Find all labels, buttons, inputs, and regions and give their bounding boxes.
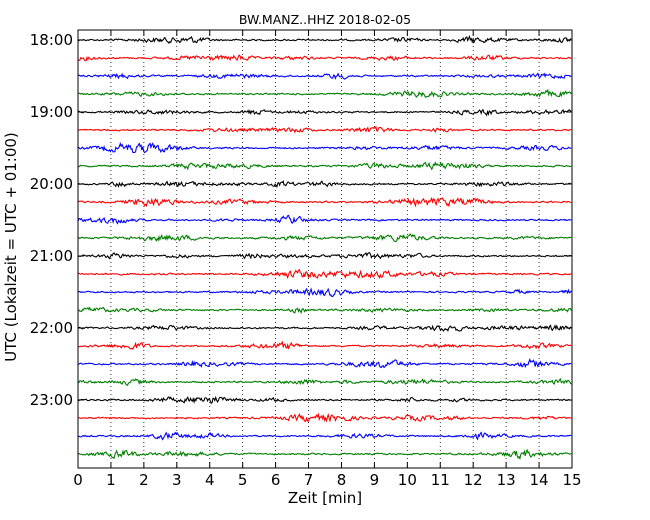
x-tick-label: 12 <box>464 471 483 489</box>
trace-line <box>77 108 572 117</box>
x-tick-label: 9 <box>370 471 380 489</box>
y-tick-label: 19:00 <box>30 103 73 121</box>
trace-line <box>77 72 572 80</box>
trace-line <box>77 214 572 225</box>
x-tick-label: 6 <box>271 471 281 489</box>
y-tick-label: 18:00 <box>30 31 73 49</box>
y-tick-label: 20:00 <box>30 175 73 193</box>
plot-frame <box>77 29 573 469</box>
x-tick-label: 13 <box>497 471 516 489</box>
x-tick-label: 0 <box>73 471 83 489</box>
y-axis: 18:00 19:00 20:00 21:00 22:00 23:00 <box>30 31 572 409</box>
trace-line <box>77 431 572 441</box>
x-tick-label: 15 <box>562 471 581 489</box>
trace-line <box>77 180 572 188</box>
trace-line <box>77 54 572 62</box>
x-axis-label: Zeit [min] <box>288 489 362 507</box>
grid-lines <box>110 30 540 468</box>
trace-group <box>77 34 572 461</box>
x-tick-label: 11 <box>431 471 450 489</box>
x-tick-label: 10 <box>398 471 417 489</box>
trace-line <box>77 196 572 208</box>
trace-line <box>77 448 572 461</box>
trace-line <box>77 287 572 298</box>
x-tick-label: 8 <box>337 471 347 489</box>
x-tick-label: 5 <box>238 471 248 489</box>
x-tick-label: 3 <box>172 471 182 489</box>
y-tick-label: 22:00 <box>30 319 73 337</box>
trace-line <box>77 340 572 350</box>
trace-line <box>77 233 572 243</box>
x-tick-label: 7 <box>304 471 314 489</box>
x-tick-label: 1 <box>106 471 116 489</box>
trace-line <box>77 125 572 134</box>
trace-line <box>77 141 572 154</box>
trace-line <box>77 412 572 423</box>
x-axis: 0 1 2 3 4 5 6 7 8 9 10 11 12 13 14 15 <box>73 30 582 489</box>
trace-line <box>77 377 572 386</box>
trace-line <box>77 357 572 369</box>
trace-line <box>77 306 572 314</box>
trace-line <box>77 324 572 332</box>
trace-line <box>77 88 572 99</box>
trace-line <box>77 268 572 280</box>
trace-line <box>77 34 572 45</box>
trace-line <box>77 395 572 404</box>
trace-line <box>77 251 572 260</box>
y-axis-label: UTC (Lokalzeit = UTC + 01:00) <box>2 132 20 362</box>
x-tick-label: 2 <box>139 471 149 489</box>
trace-line <box>77 161 572 171</box>
y-tick-label: 23:00 <box>30 391 73 409</box>
chart-title: BW.MANZ..HHZ 2018-02-05 <box>239 12 411 27</box>
x-tick-label: 14 <box>530 471 549 489</box>
x-tick-label: 4 <box>205 471 215 489</box>
y-tick-label: 21:00 <box>30 247 73 265</box>
